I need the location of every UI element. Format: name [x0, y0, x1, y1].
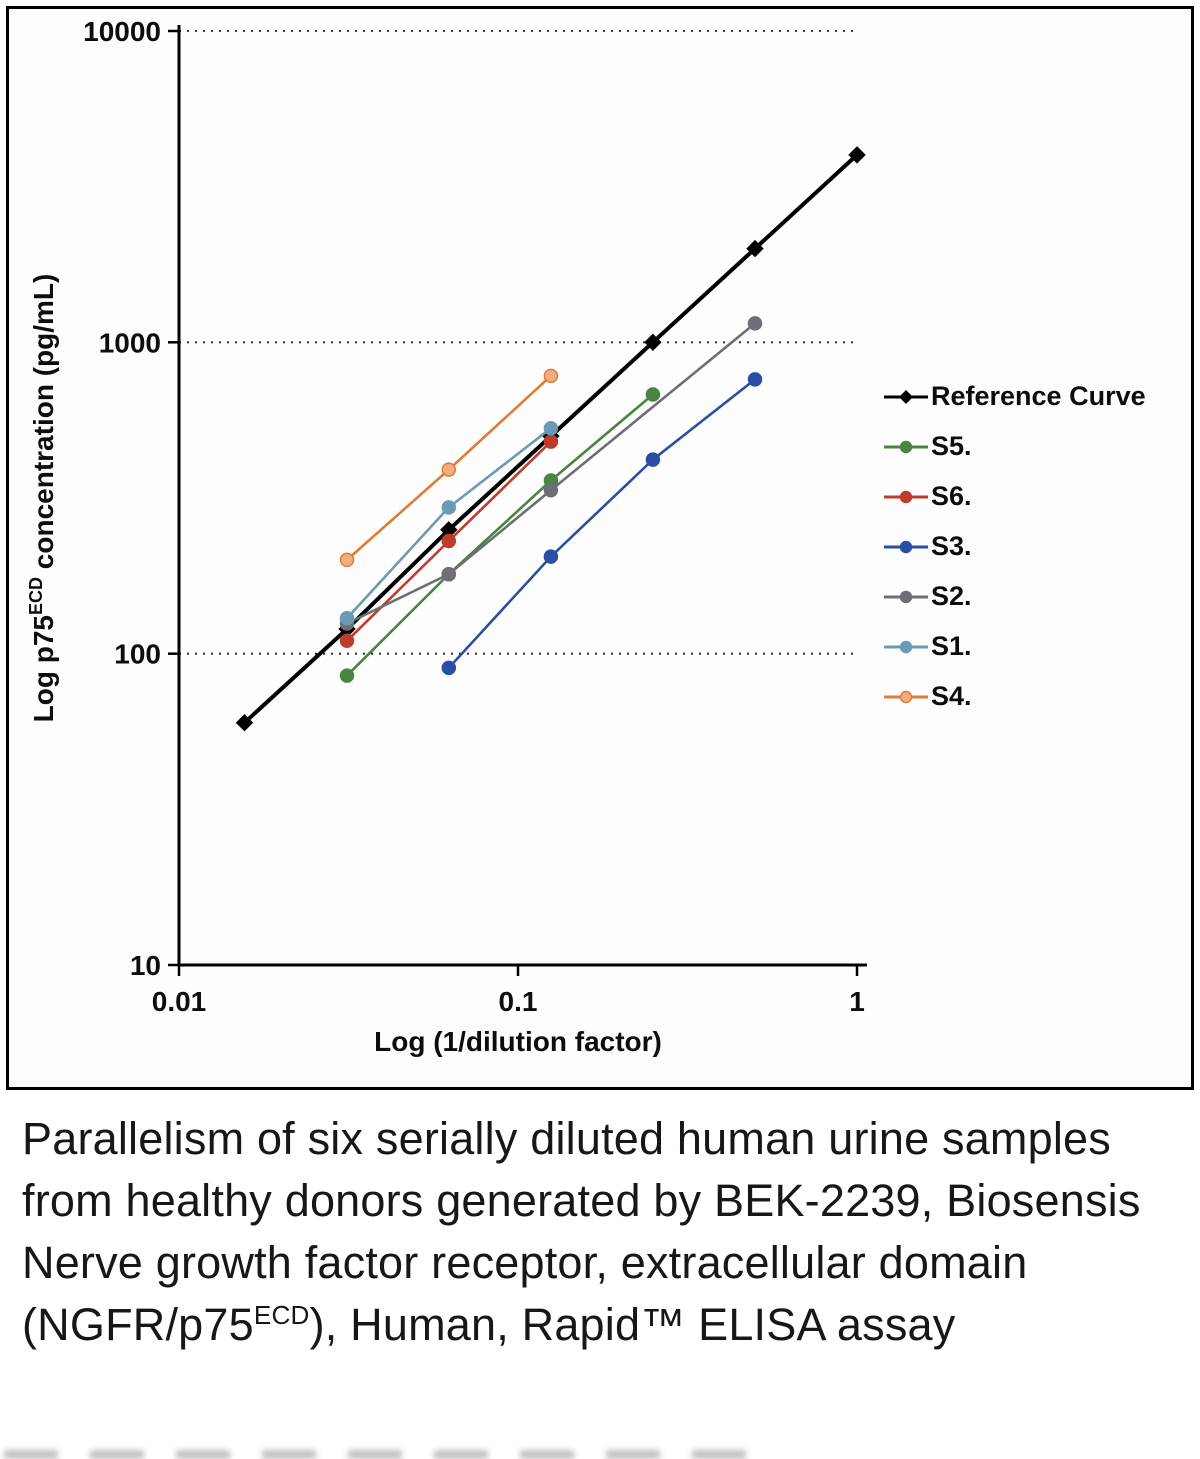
legend-marker-icon: [884, 640, 928, 653]
chart-panel: 10 100 1000 10000 0.01 0.1 1 Log (1/dilution fa…: [6, 6, 1194, 1090]
svg-text:1: 1: [849, 986, 865, 1017]
svg-text:10000: 10000: [83, 16, 161, 47]
svg-text:100: 100: [114, 639, 161, 670]
legend-label: S4.: [931, 681, 972, 711]
legend-marker-icon: [884, 690, 928, 703]
legend-item-s3: S3.: [883, 531, 1146, 562]
legend-item-s6: S6.: [883, 481, 1146, 512]
figure-caption: Parallelism of six serially diluted huma…: [22, 1113, 1141, 1351]
legend-marker-icon: [884, 440, 928, 453]
legend-marker-icon: [884, 389, 928, 404]
legend-label: S1.: [931, 631, 972, 661]
svg-text:0.1: 0.1: [499, 986, 538, 1017]
y-axis-title: Log p75ECD concentration (pg/mL): [26, 274, 59, 723]
legend-item-referencecurve: Reference Curve: [883, 381, 1146, 412]
legend-marker-icon: [884, 590, 928, 603]
x-axis-title: Log (1/dilution factor): [374, 1026, 662, 1057]
legend-label: S2.: [931, 581, 972, 611]
legend-label: Reference Curve: [931, 381, 1146, 411]
svg-text:10: 10: [130, 950, 161, 981]
legend-item-s1: S1.: [883, 631, 1146, 662]
legend-label: S5.: [931, 431, 972, 461]
chart-legend: Reference Curve S5. S6. S3. S2. S1. S4.: [883, 381, 1146, 712]
legend-item-s5: S5.: [883, 431, 1146, 462]
legend-item-s2: S2.: [883, 581, 1146, 612]
legend-marker-icon: [884, 540, 928, 553]
legend-item-s4: S4.: [883, 681, 1146, 712]
legend-marker-icon: [884, 490, 928, 503]
cropped-text-artifact: [4, 1450, 764, 1459]
svg-text:0.01: 0.01: [152, 986, 207, 1017]
svg-text:1000: 1000: [99, 327, 161, 358]
parallelism-line-chart: 10 100 1000 10000 0.01 0.1 1 Log (1/dilution fa…: [26, 16, 867, 1057]
legend-label: S6.: [931, 481, 972, 511]
legend-label: S3.: [931, 531, 972, 561]
